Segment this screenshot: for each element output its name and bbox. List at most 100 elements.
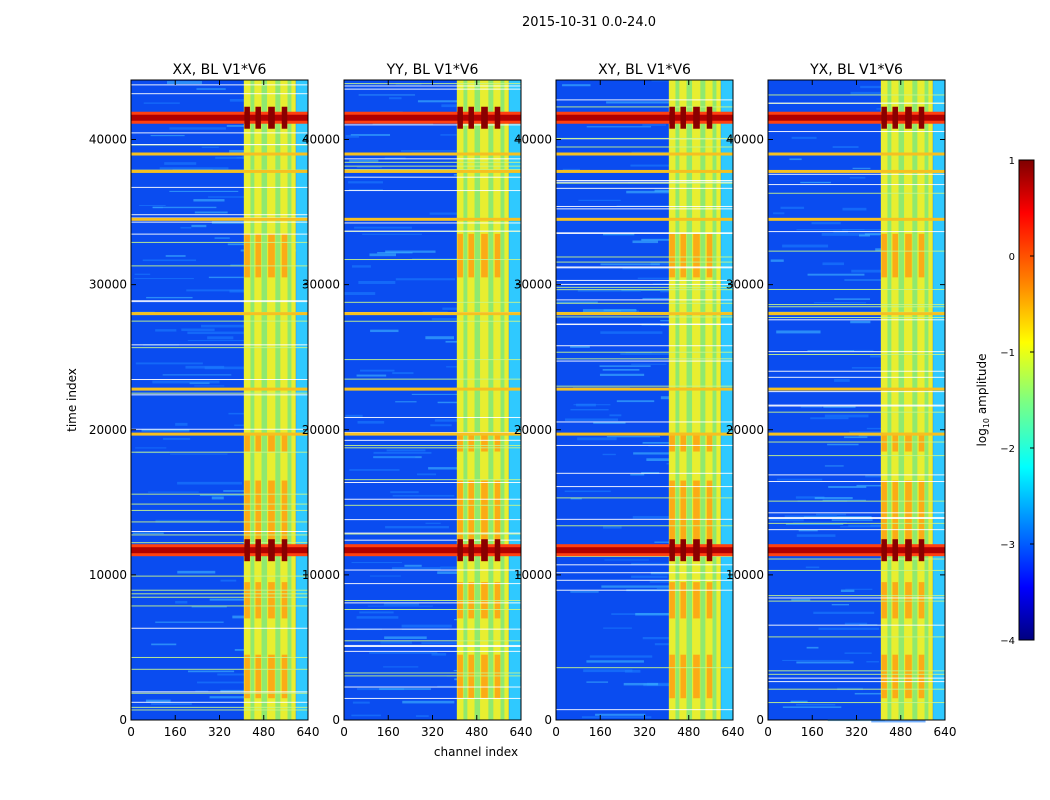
time-row-line bbox=[556, 709, 733, 711]
time-row-line bbox=[768, 702, 945, 704]
noise-streak bbox=[604, 559, 649, 561]
y-tick-label: 10000 bbox=[514, 568, 552, 582]
hot-block bbox=[268, 539, 275, 562]
noise-streak bbox=[392, 494, 455, 497]
time-row-line bbox=[768, 500, 945, 502]
time-band bbox=[556, 169, 733, 173]
noise-streak bbox=[155, 621, 224, 623]
orange-patch bbox=[468, 233, 474, 278]
noise-streak bbox=[601, 585, 672, 588]
time-row-line bbox=[768, 673, 945, 675]
time-row-line bbox=[131, 301, 308, 303]
noise-streak bbox=[637, 277, 688, 280]
band-gap bbox=[887, 80, 892, 720]
time-row-line bbox=[556, 266, 733, 268]
noise-streak bbox=[389, 97, 402, 100]
noise-streak bbox=[135, 362, 203, 365]
hot-block bbox=[255, 106, 261, 129]
y-tick-label: 30000 bbox=[302, 278, 340, 292]
noise-streak bbox=[791, 136, 817, 139]
time-band bbox=[768, 432, 945, 436]
time-row-line bbox=[556, 358, 733, 360]
noise-streak bbox=[180, 226, 192, 229]
noise-streak bbox=[360, 369, 395, 372]
x-tick-label: 640 bbox=[510, 725, 533, 739]
noise-streak bbox=[369, 253, 397, 257]
orange-patch bbox=[255, 432, 261, 452]
band-gap bbox=[898, 80, 905, 720]
time-row-line bbox=[131, 575, 308, 577]
time-band bbox=[131, 217, 308, 221]
noise-streak bbox=[844, 279, 899, 281]
time-band bbox=[768, 312, 945, 316]
time-row-line bbox=[131, 521, 308, 523]
time-row-line bbox=[344, 222, 521, 224]
x-tick-label: 320 bbox=[421, 725, 444, 739]
noise-streak bbox=[620, 352, 675, 355]
noise-streak bbox=[850, 91, 902, 95]
noise-streak bbox=[631, 363, 667, 365]
time-row-line bbox=[344, 583, 521, 585]
noise-streak bbox=[170, 453, 228, 455]
orange-patch bbox=[881, 654, 887, 699]
time-row-line bbox=[768, 351, 945, 353]
noise-streak bbox=[807, 273, 865, 276]
noise-streak bbox=[369, 575, 401, 577]
heatmap-panel: XX, BL V1*V6 0 160 320 480 640 0 10000 20000 3000… bbox=[89, 62, 320, 739]
noise-streak bbox=[208, 276, 244, 279]
noise-streak bbox=[562, 84, 591, 87]
time-row-line bbox=[344, 320, 521, 322]
time-row-line bbox=[768, 624, 945, 626]
noise-streak bbox=[776, 330, 821, 334]
time-row-line bbox=[556, 261, 733, 263]
y-tick-label: 0 bbox=[544, 713, 552, 727]
time-row-line bbox=[131, 132, 308, 134]
heatmap-panels: XX, BL V1*V6 0 160 320 480 640 0 10000 20000 3000… bbox=[89, 62, 957, 739]
orange-patch bbox=[494, 233, 501, 278]
noise-streak bbox=[196, 88, 226, 90]
time-row-line bbox=[556, 205, 733, 207]
noise-streak bbox=[844, 622, 868, 626]
orange-patch bbox=[918, 654, 925, 699]
band-gap bbox=[261, 80, 268, 720]
noise-streak bbox=[814, 497, 853, 500]
noise-streak bbox=[194, 385, 225, 387]
noise-streak bbox=[204, 366, 259, 370]
noise-streak bbox=[162, 374, 232, 376]
time-row-line bbox=[556, 360, 733, 362]
time-row-line bbox=[556, 283, 733, 285]
noise-streak bbox=[791, 598, 811, 601]
noise-streak bbox=[578, 199, 621, 202]
y-tick-label: 40000 bbox=[726, 133, 764, 147]
strong-time-band bbox=[556, 114, 733, 121]
noise-streak bbox=[352, 265, 371, 268]
orange-patch bbox=[244, 654, 250, 699]
time-row-line bbox=[131, 186, 308, 188]
noise-streak bbox=[583, 669, 633, 673]
hot-block bbox=[494, 539, 501, 562]
noise-streak bbox=[564, 490, 611, 493]
noise-streak bbox=[209, 598, 256, 601]
noise-streak bbox=[134, 278, 194, 280]
x-tick-label: 0 bbox=[552, 725, 560, 739]
hot-block bbox=[706, 539, 713, 562]
noise-streak bbox=[139, 205, 166, 207]
time-row-line bbox=[344, 640, 521, 642]
noise-streak bbox=[425, 522, 441, 524]
noise-streak bbox=[175, 422, 188, 426]
time-row-line bbox=[344, 416, 521, 418]
hot-block bbox=[244, 106, 250, 129]
orange-patch bbox=[481, 432, 488, 452]
noise-streak bbox=[356, 616, 399, 619]
time-row-line bbox=[768, 558, 945, 560]
colorbar-ticks: 1 0 −1 −2 −3 −4 bbox=[1000, 156, 1034, 647]
time-row-line bbox=[344, 628, 521, 630]
time-band bbox=[768, 387, 945, 391]
noise-streak bbox=[351, 714, 381, 717]
noise-streak bbox=[834, 298, 871, 300]
time-row-line bbox=[344, 569, 521, 571]
hot-block bbox=[468, 106, 474, 129]
orange-patch bbox=[457, 233, 463, 278]
panel-title: XY, BL V1*V6 bbox=[598, 62, 691, 78]
